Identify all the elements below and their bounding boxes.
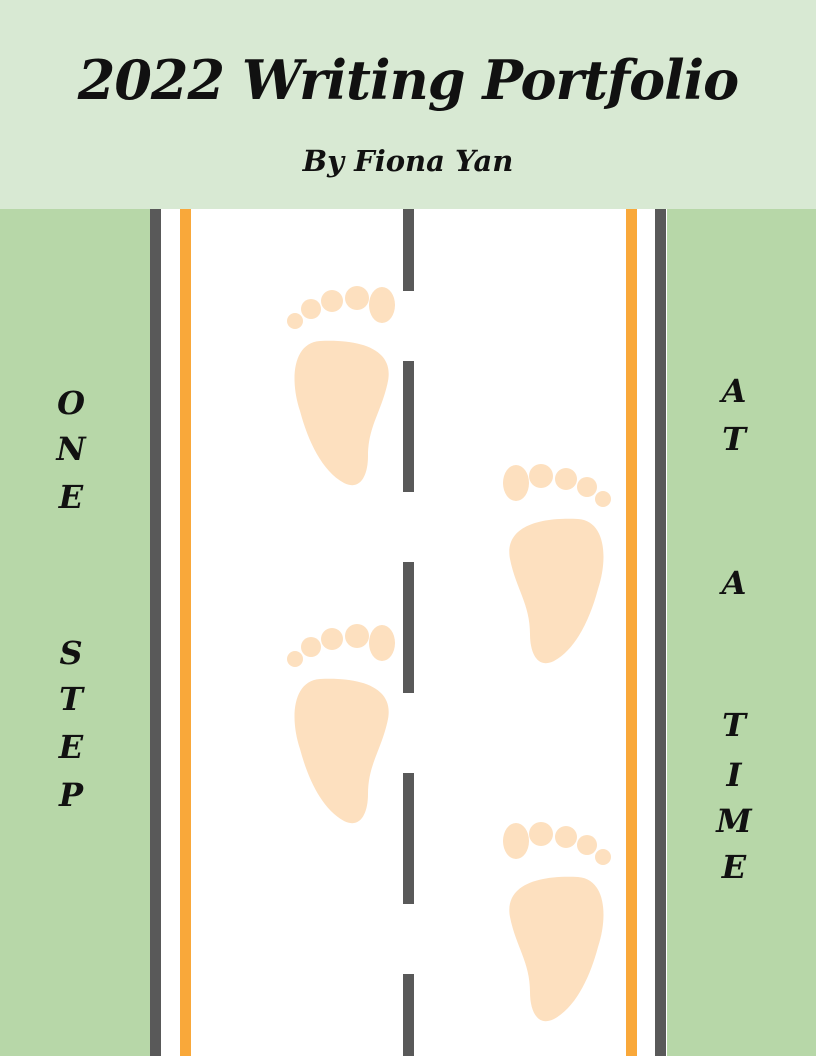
left-letter: E: [58, 478, 84, 516]
left-letter: P: [58, 776, 84, 814]
right-letter: M: [716, 802, 752, 840]
page-title: 2022 Writing Portfolio: [77, 48, 739, 112]
right-side-panel: A T A T I M E: [667, 209, 816, 1056]
left-letter: N: [56, 430, 86, 468]
left-letter: O: [57, 384, 85, 422]
left-letter: E: [58, 728, 84, 766]
right-letter: T: [722, 706, 746, 744]
lane-line-left: [180, 209, 191, 1056]
road-edge-line-right: [655, 209, 666, 1056]
lane-line-right: [626, 209, 637, 1056]
left-side-panel: O N E S T E P: [0, 209, 150, 1056]
header-band: 2022 Writing Portfolio By Fiona Yan: [0, 0, 816, 209]
right-letter: A: [721, 372, 747, 410]
right-letter: E: [721, 848, 747, 886]
road-illustration: [150, 209, 667, 1056]
center-dashed-line: [403, 209, 414, 1056]
road-edge-line-left: [150, 209, 161, 1056]
right-letter: A: [721, 564, 747, 602]
left-letter: S: [59, 634, 83, 672]
right-letter: I: [726, 756, 742, 794]
right-letter: T: [722, 420, 746, 458]
left-letter: T: [59, 680, 83, 718]
author-subtitle: By Fiona Yan: [302, 144, 514, 178]
